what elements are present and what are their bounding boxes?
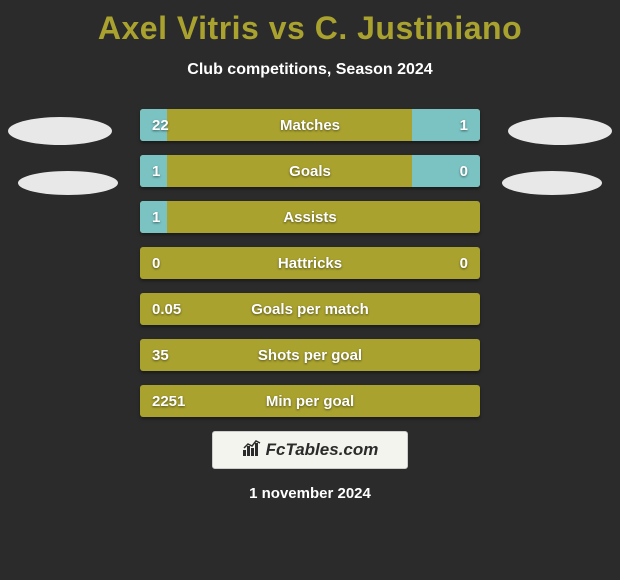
- stat-row: 0.05 Goals per match: [140, 293, 480, 325]
- stat-value-right: 1: [460, 117, 468, 134]
- stat-row: 1 Assists: [140, 201, 480, 233]
- stat-value-left: 22: [152, 117, 169, 134]
- stat-label: Goals per match: [251, 301, 369, 318]
- stat-value-left: 1: [152, 209, 160, 226]
- logo-text: FcTables.com: [266, 440, 379, 460]
- logo: FcTables.com: [242, 439, 379, 462]
- stat-row: 2251 Min per goal: [140, 385, 480, 417]
- stat-label: Goals: [289, 163, 331, 180]
- stat-value-left: 35: [152, 347, 169, 364]
- player-left-badge-1: [8, 117, 112, 145]
- stat-label: Shots per goal: [258, 347, 362, 364]
- stat-row: 35 Shots per goal: [140, 339, 480, 371]
- date-text: 1 november 2024: [0, 485, 620, 502]
- stat-label: Matches: [280, 117, 340, 134]
- chart-icon: [242, 439, 264, 462]
- stat-value-right: 0: [460, 255, 468, 272]
- stat-row: 22 Matches 1: [140, 109, 480, 141]
- subtitle: Club competitions, Season 2024: [0, 61, 620, 79]
- stat-value-left: 0.05: [152, 301, 181, 318]
- page-title: Axel Vitris vs C. Justiniano: [0, 0, 620, 47]
- logo-box: FcTables.com: [212, 431, 408, 469]
- stat-value-left: 2251: [152, 393, 185, 410]
- stat-label: Min per goal: [266, 393, 354, 410]
- stat-row: 0 Hattricks 0: [140, 247, 480, 279]
- stat-bar-right: [412, 155, 480, 187]
- stat-value-right: 0: [460, 163, 468, 180]
- player-right-badge-1: [508, 117, 612, 145]
- stat-label: Assists: [283, 209, 336, 226]
- player-left-badge-2: [18, 171, 118, 195]
- player-right-badge-2: [502, 171, 602, 195]
- stat-label: Hattricks: [278, 255, 342, 272]
- stat-rows: 22 Matches 1 1 Goals 0 1 Assists 0 Hattr…: [140, 109, 480, 417]
- stat-row: 1 Goals 0: [140, 155, 480, 187]
- stat-value-left: 1: [152, 163, 160, 180]
- stat-value-left: 0: [152, 255, 160, 272]
- stats-area: 22 Matches 1 1 Goals 0 1 Assists 0 Hattr…: [0, 109, 620, 417]
- stat-bar-right: [412, 109, 480, 141]
